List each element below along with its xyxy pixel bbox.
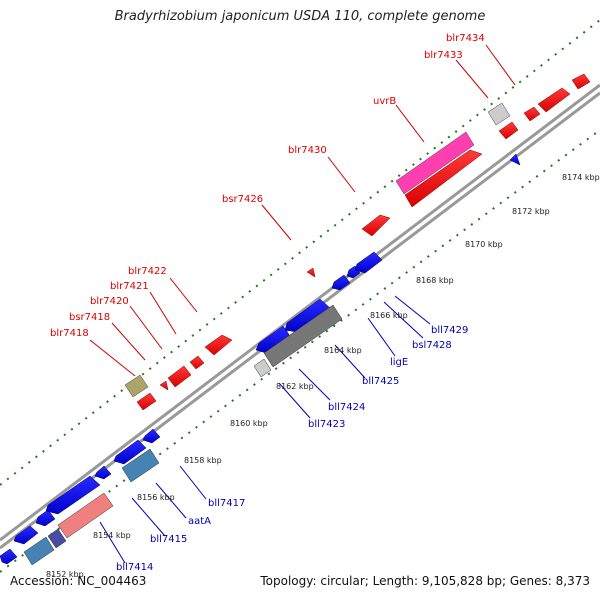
forward-special-genes	[124, 102, 511, 398]
gene-arrow[interactable]	[136, 392, 157, 411]
kbp-label: 8164 kbp	[324, 346, 362, 355]
gene-arrow[interactable]	[167, 365, 192, 388]
gene-arrow[interactable]	[404, 149, 483, 208]
forward-strand-line	[0, 83, 600, 542]
gene-label[interactable]: blr7420	[90, 296, 129, 307]
kbp-label: 8168 kbp	[416, 276, 454, 285]
reverse-genes	[0, 153, 521, 565]
kbp-label: 8170 kbp	[465, 240, 503, 249]
forward-gene-labels: blr7418 bsr7418 blr7420 blr7421 blr7422 …	[50, 33, 485, 339]
accession-text: Accession: NC_004463	[10, 574, 147, 588]
gene-label[interactable]: blr7433	[424, 50, 463, 61]
map-title: Bradyrhizobium japonicum USDA 110, compl…	[114, 9, 486, 24]
kbp-label: 8172 kbp	[512, 207, 550, 216]
gene-box[interactable]	[395, 131, 475, 195]
gene-arrow[interactable]	[354, 251, 383, 274]
tick-guides	[0, 19, 600, 573]
gene-box[interactable]	[23, 536, 55, 566]
gene-label[interactable]: blr7430	[288, 145, 327, 156]
gene-label[interactable]: bsr7426	[222, 194, 263, 205]
gene-label[interactable]: bll7414	[116, 562, 153, 573]
gene-arrow[interactable]	[189, 355, 205, 370]
genome-summary-text: Topology: circular; Length: 9,105,828 bp…	[260, 574, 590, 588]
gene-arrow[interactable]	[113, 439, 147, 465]
gene-label[interactable]: bsr7418	[69, 312, 110, 323]
kbp-label: 8166 kbp	[370, 311, 408, 320]
gene-box[interactable]	[47, 528, 67, 549]
kbp-label: 8160 kbp	[230, 419, 268, 428]
gene-arrow[interactable]	[509, 153, 521, 166]
gene-arrow[interactable]	[204, 334, 233, 356]
gene-box[interactable]	[263, 304, 343, 368]
kbp-label: 8158 kbp	[184, 456, 222, 465]
gene-label[interactable]: bll7423	[308, 419, 345, 430]
forward-genes	[136, 73, 591, 411]
kbp-label: 8162 kbp	[276, 382, 314, 391]
gene-arrow[interactable]	[331, 274, 351, 291]
reverse-tick-guide	[0, 129, 600, 573]
gene-label[interactable]: bll7424	[328, 402, 365, 413]
gene-arrow[interactable]	[142, 428, 161, 444]
gene-label[interactable]: ligE	[390, 357, 408, 368]
gene-label[interactable]: bll7425	[362, 376, 399, 387]
gene-box[interactable]	[487, 102, 511, 126]
forward-tick-guide	[0, 19, 600, 486]
gene-arrow[interactable]	[159, 380, 169, 391]
gene-arrow[interactable]	[361, 214, 391, 237]
kbp-label: 8156 kbp	[137, 493, 175, 502]
gene-label[interactable]: blr7422	[128, 266, 167, 277]
reverse-leader-lines	[99, 295, 431, 564]
gene-label[interactable]: bll7417	[208, 498, 245, 509]
gene-arrow[interactable]	[0, 548, 18, 565]
gene-label[interactable]: bsl7428	[412, 340, 452, 351]
gene-arrow[interactable]	[306, 267, 316, 278]
kbp-label: 8174 kbp	[562, 173, 600, 182]
gene-arrow[interactable]	[13, 525, 39, 545]
gene-label[interactable]: blr7434	[446, 33, 485, 44]
reverse-gene-labels: bll7414 bll7415 aatA bll7417 bll7423 bll…	[116, 325, 468, 573]
gene-box[interactable]	[253, 358, 272, 378]
kbp-label: 8152 kbp	[46, 570, 84, 579]
gene-arrow[interactable]	[498, 121, 519, 140]
gene-box[interactable]	[57, 492, 114, 539]
gene-arrow[interactable]	[537, 87, 571, 113]
gene-label[interactable]: uvrB	[373, 96, 396, 107]
gene-label[interactable]: aatA	[188, 516, 211, 527]
gene-label[interactable]: blr7421	[110, 281, 149, 292]
reverse-special-genes	[23, 304, 343, 566]
gene-label[interactable]: blr7418	[50, 328, 89, 339]
gene-label[interactable]: bll7415	[150, 534, 187, 545]
forward-leader-lines	[89, 44, 516, 377]
kbp-scale: 8152 kbp 8154 kbp 8156 kbp 8158 kbp 8160…	[46, 173, 600, 579]
gene-arrow[interactable]	[523, 106, 541, 122]
kbp-label: 8154 kbp	[93, 531, 131, 540]
gene-arrow[interactable]	[45, 475, 101, 515]
gene-arrow[interactable]	[571, 73, 591, 90]
gene-box[interactable]	[121, 448, 160, 483]
gene-box[interactable]	[124, 374, 149, 398]
gene-arrow[interactable]	[94, 465, 112, 480]
gene-label[interactable]: bll7429	[431, 325, 468, 336]
